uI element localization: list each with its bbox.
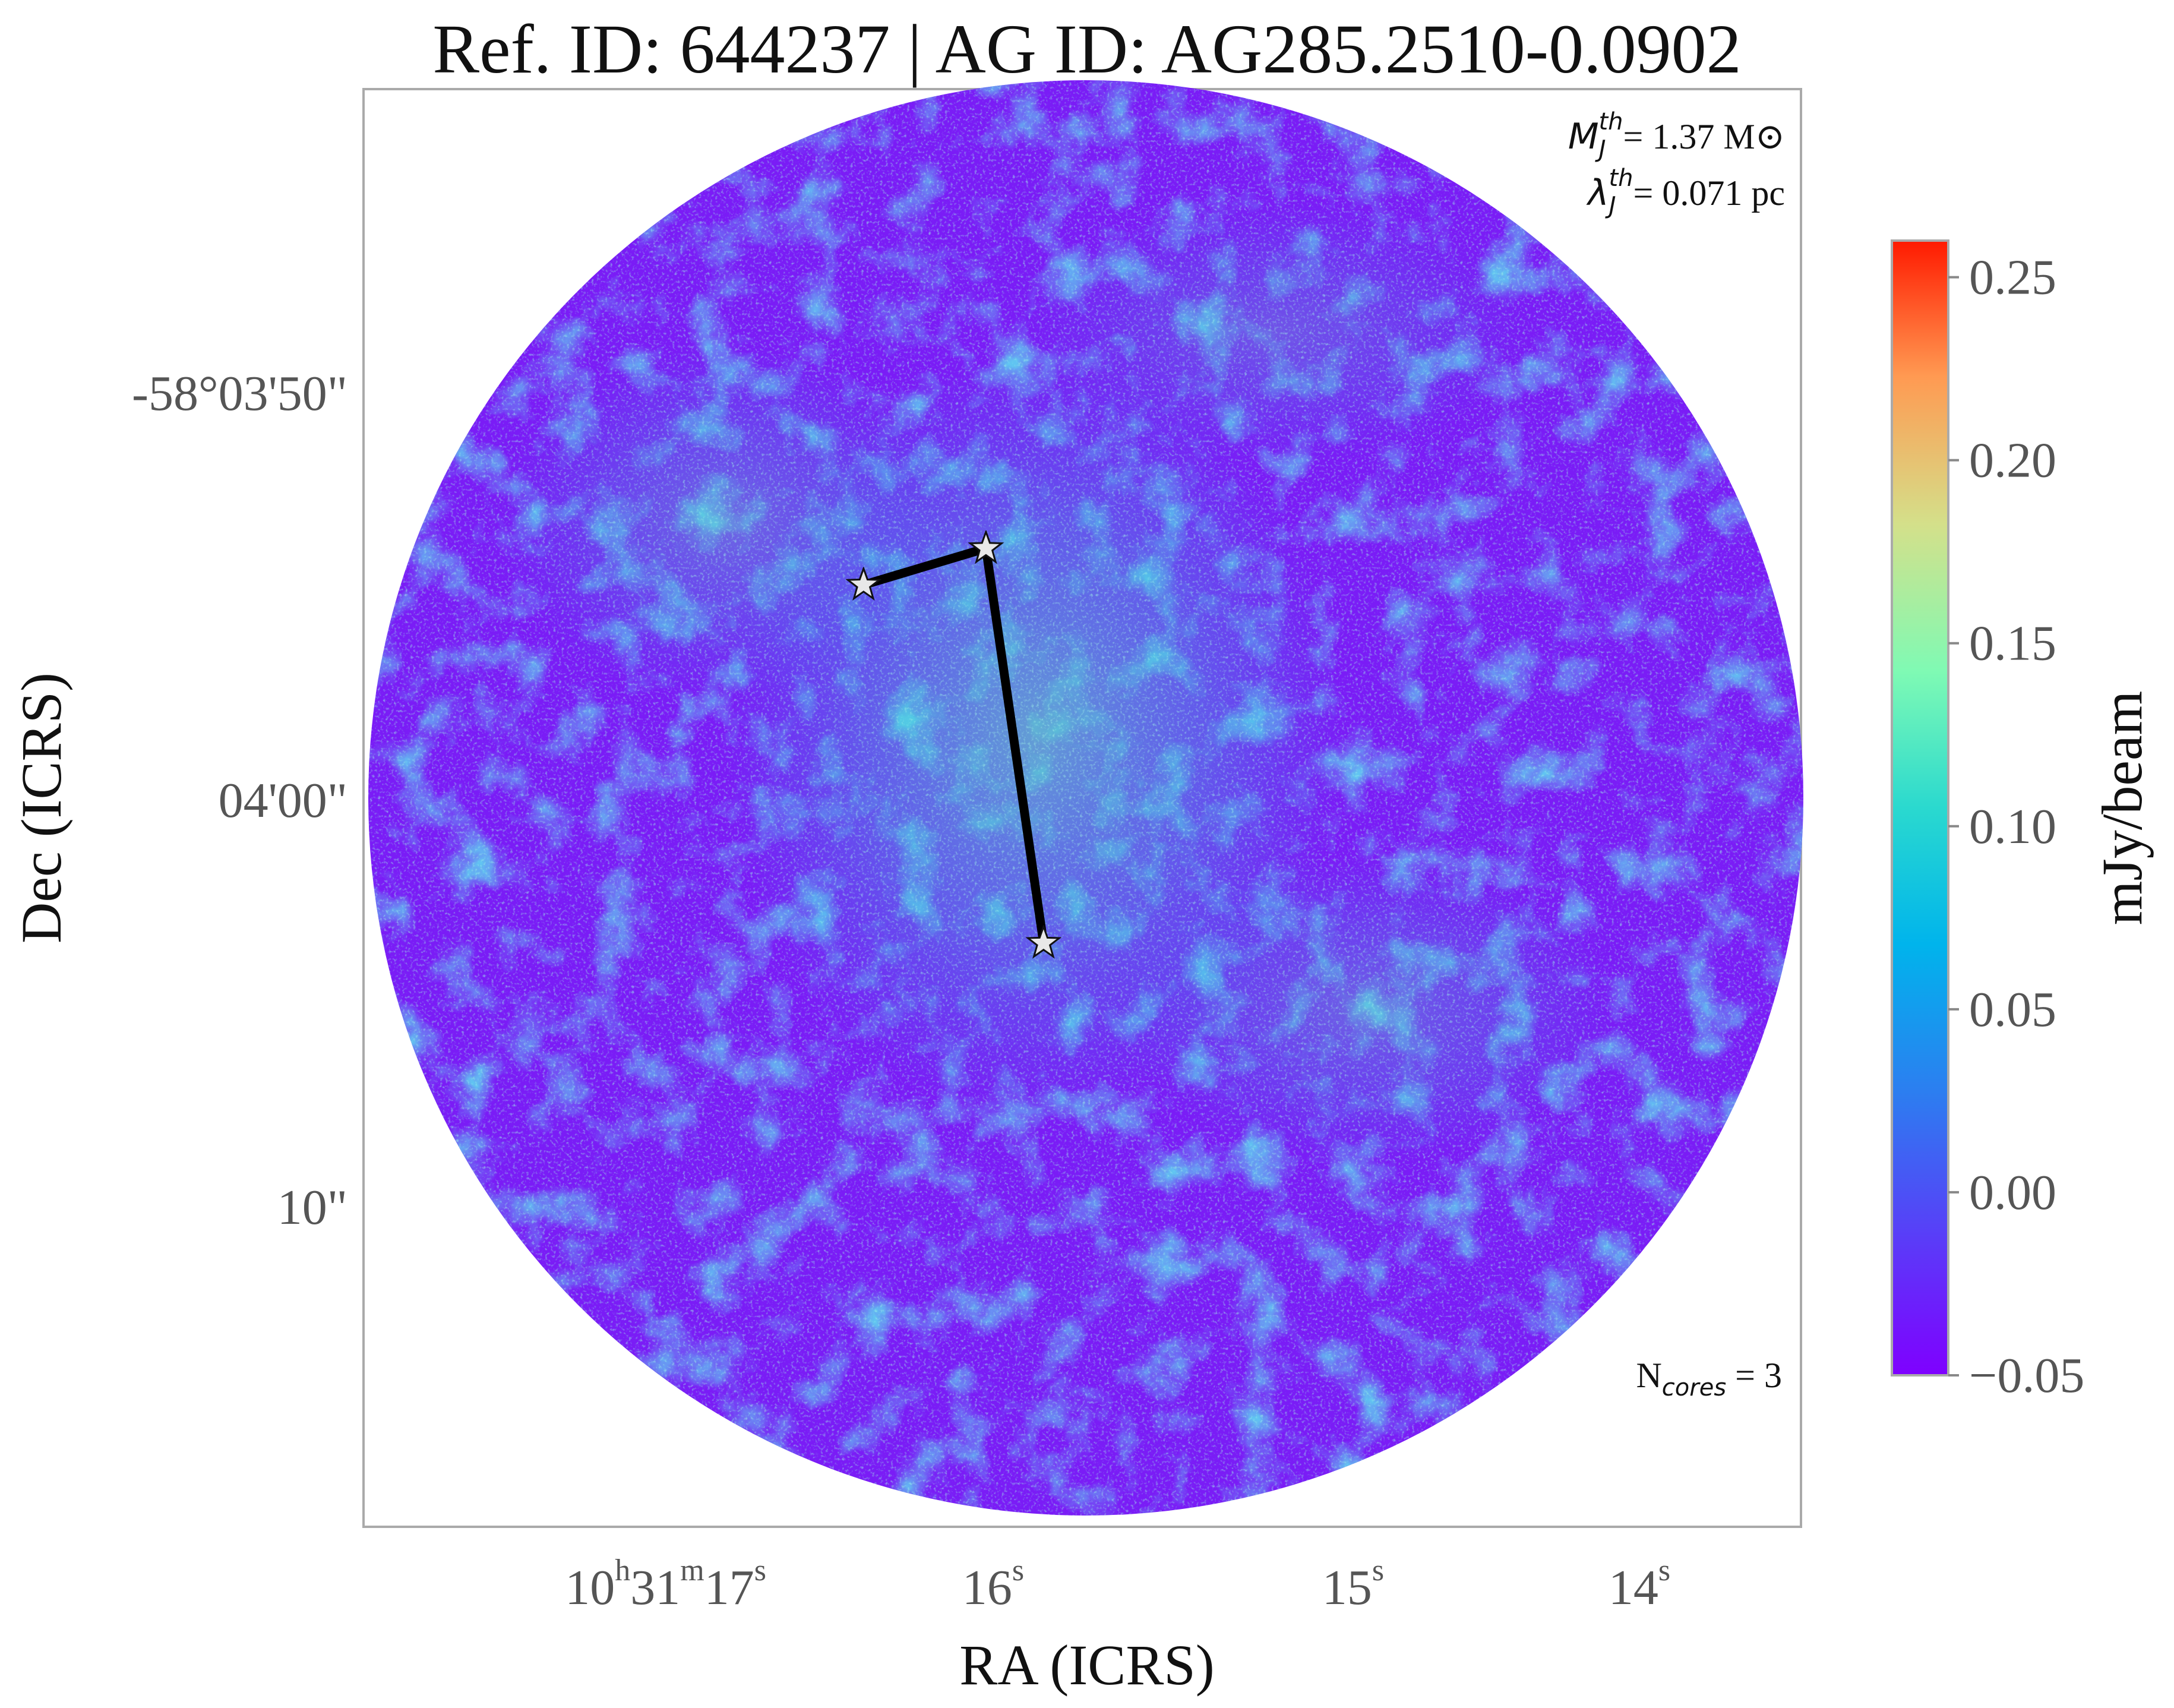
x-tick-label: 15s (1322, 1554, 1384, 1615)
y-axis-label: Dec (ICRS) (10, 673, 73, 943)
jeans-mass-annotation: MJth= 1.37 M⊙ (1568, 108, 1785, 163)
emission-map (368, 80, 1803, 1516)
colorbar-tick-label: −0.05 (1969, 1348, 2084, 1403)
colorbar-tick-label: 0.00 (1969, 1165, 2056, 1220)
jeans-length-symbol: λ (1586, 172, 1609, 214)
jeans-mass-value: = 1.37 M⊙ (1623, 117, 1785, 156)
y-tick-label: -58°03'50" (132, 366, 347, 421)
colorbar-tick-label: 0.25 (1969, 250, 2056, 305)
x-axis-label: RA (ICRS) (959, 1633, 1214, 1697)
jeans-length-annotation: λJth= 0.071 pc (1586, 165, 1785, 219)
y-tick-label: 10" (277, 1180, 347, 1235)
ncores-symbol: N (1636, 1356, 1661, 1395)
mst-edge (981, 544, 1048, 948)
chart-title: Ref. ID: 644237 | AG ID: AG285.2510-0.09… (432, 10, 1741, 88)
colorbar-ticks: 0.25 0.20 0.15 0.10 0.05 0.00 −0.05 (1948, 250, 2084, 1403)
mst-edges (859, 544, 1048, 948)
jeans-mass-sup: th (1598, 108, 1623, 135)
colorbar-label: mJy/beam (2090, 691, 2154, 926)
ncores-sub: cores (1662, 1374, 1726, 1401)
y-tick-label: 04'00" (219, 773, 347, 828)
x-tick-label: 10h31m17s (565, 1554, 766, 1615)
mst-edge (859, 544, 991, 590)
colorbar-tick-label: 0.05 (1969, 982, 2056, 1037)
colorbar (1891, 239, 1949, 1376)
colorbar-tick-label: 0.20 (1969, 433, 2056, 488)
colorbar-tick-label: 0.10 (1969, 799, 2056, 854)
ncores-annotation: Ncores = 3 (1636, 1356, 1782, 1401)
colorbar-tick-label: 0.15 (1969, 616, 2056, 671)
jeans-length-value: = 0.071 pc (1633, 173, 1785, 213)
ncores-value: = 3 (1726, 1356, 1782, 1395)
x-tick-label: 16s (962, 1554, 1024, 1615)
jeans-length-sup: th (1609, 165, 1633, 192)
jeans-mass-symbol: M (1568, 116, 1599, 157)
x-tick-label: 14s (1609, 1554, 1670, 1615)
